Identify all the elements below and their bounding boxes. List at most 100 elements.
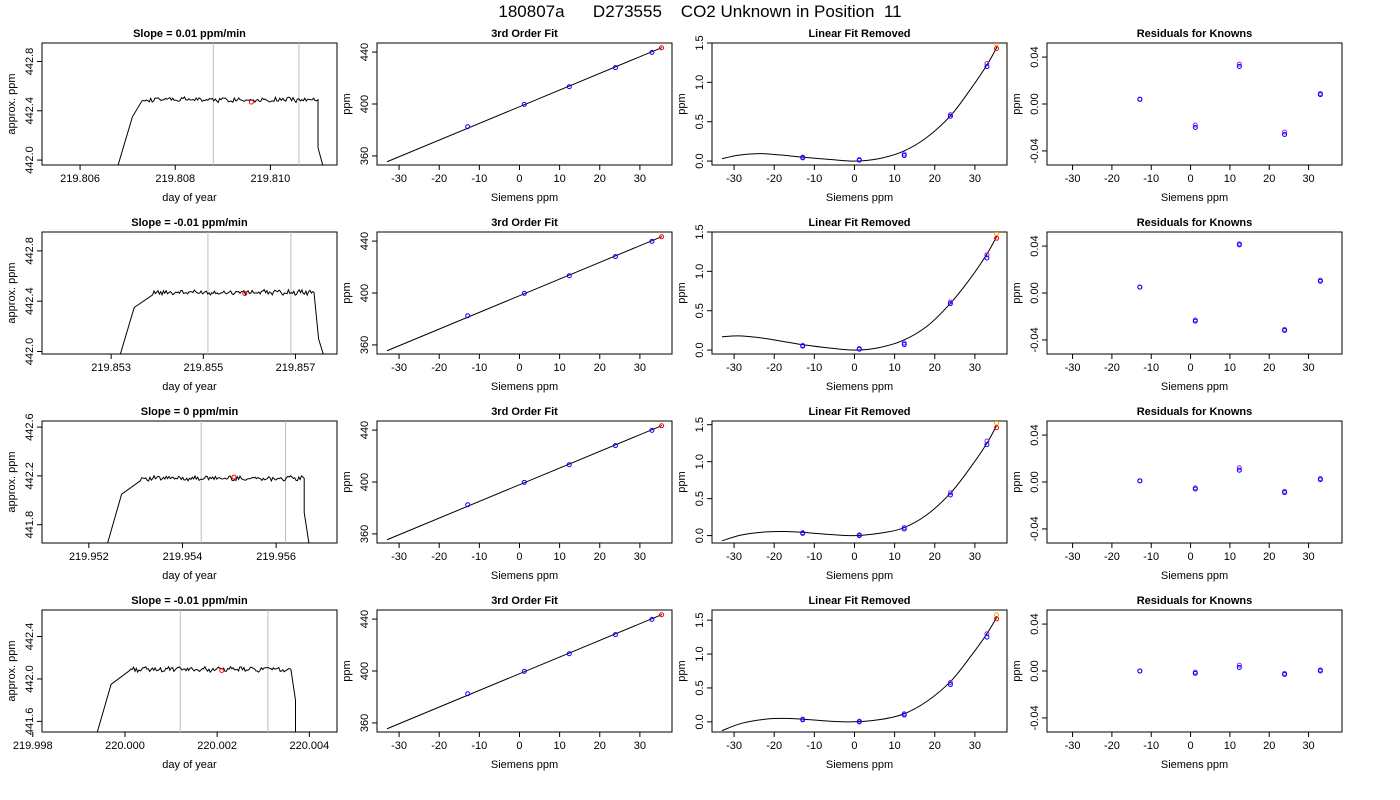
known-point <box>566 273 572 279</box>
x-tick-label: 20 <box>1263 173 1275 185</box>
known-point <box>901 151 907 157</box>
y-axis-label: ppm <box>1011 471 1023 492</box>
panel-title: 3rd Order Fit <box>491 28 558 40</box>
known-point <box>1137 668 1143 674</box>
x-tick-label: -30 <box>726 551 742 563</box>
x-axis-label: Siemens ppm <box>491 759 558 771</box>
y-tick-label: 442.8 <box>24 237 36 265</box>
panel-residuals-row-2: Residuals for Knowns -30 -20 -10 0 10 20 30 -0.0… <box>1011 217 1343 393</box>
panel-title: Linear Fit Removed <box>808 28 910 40</box>
known-point <box>984 60 990 66</box>
y-tick-label: 0.00 <box>1029 660 1041 681</box>
x-tick-label: -20 <box>431 362 447 374</box>
known-point <box>1282 132 1288 137</box>
x-tick-label: -20 <box>766 362 782 374</box>
x-tick-label: -20 <box>431 551 447 563</box>
x-tick-label: 219.998 <box>13 740 53 752</box>
known-point <box>612 632 618 638</box>
page-title: 180807a D273555 CO2 Unknown in Position … <box>498 2 902 21</box>
y-tick-label: -0.04 <box>1029 516 1041 541</box>
known-point <box>465 313 471 319</box>
plot-frame <box>711 420 1008 544</box>
known-point <box>1137 284 1143 290</box>
x-tick-label: -20 <box>1104 740 1120 752</box>
known-point <box>901 712 907 718</box>
x-axis-label: Siemens ppm <box>1161 381 1228 393</box>
unknown-point <box>994 235 1000 241</box>
x-tick-label: 30 <box>969 740 981 752</box>
x-tick-label: -30 <box>391 551 407 563</box>
known-point <box>521 101 527 107</box>
panel-title: Linear Fit Removed <box>808 406 910 418</box>
panel-timeseries-row-3: Slope = 0 ppm/min 219.952 219.954 219.956 44… <box>6 406 338 582</box>
x-tick-label: 0 <box>851 362 857 374</box>
y-axis-label: ppm <box>1011 660 1023 681</box>
known-point <box>649 616 655 622</box>
known-point <box>856 157 862 163</box>
x-axis-label: day of year <box>162 381 217 393</box>
y-tick-label: 0.0 <box>694 714 706 729</box>
x-tick-label: -30 <box>391 740 407 752</box>
y-tick-label: 0.04 <box>1029 613 1041 634</box>
x-tick-label: 30 <box>969 362 981 374</box>
x-tick-label: 0 <box>851 740 857 752</box>
plot-area <box>1137 465 1323 496</box>
y-tick-label: -0.04 <box>1029 327 1041 352</box>
known-point <box>1317 668 1323 674</box>
x-tick-label: 219.806 <box>60 173 100 185</box>
panel-title: Residuals for Knowns <box>1137 217 1253 229</box>
x-tick-label: -20 <box>1104 173 1120 185</box>
x-tick-label: 220.004 <box>289 740 329 752</box>
plot-area <box>1137 61 1323 137</box>
known-point <box>1137 478 1143 484</box>
x-tick-label: 30 <box>1302 551 1314 563</box>
y-tick-label: 400 <box>359 284 371 302</box>
x-tick-label: -10 <box>806 740 822 752</box>
plot-frame <box>41 231 338 355</box>
panel-timeseries-row-2: Slope = -0.01 ppm/min 219.853 219.855 219.8… <box>6 217 338 393</box>
plot-area <box>721 232 1000 352</box>
known-point <box>1236 467 1242 473</box>
mean-point <box>231 474 237 480</box>
x-tick-label: -10 <box>471 551 487 563</box>
x-tick-label: 0 <box>516 740 522 752</box>
plot-area <box>386 45 665 163</box>
unknown-point <box>994 612 1000 618</box>
y-tick-label: 1.0 <box>694 646 706 661</box>
y-tick-label: 442.0 <box>24 146 36 174</box>
known-point <box>947 492 953 498</box>
y-tick-label: 0.5 <box>694 680 706 695</box>
x-axis-label: day of year <box>162 570 217 582</box>
y-axis-label: ppm <box>676 93 688 114</box>
plot-area <box>1137 241 1323 334</box>
y-tick-label: 360 <box>359 336 371 354</box>
panel-timeseries-row-4: Slope = -0.01 ppm/min 219.998 220.000 220.0… <box>6 595 338 771</box>
known-point <box>612 65 618 71</box>
panel-residuals-row-1: Residuals for Knowns -30 -20 -10 0 10 20 30 -0.0… <box>1011 28 1343 204</box>
concentration-trace <box>117 95 324 165</box>
y-tick-label: 440 <box>359 43 371 61</box>
y-tick-label: 442.8 <box>24 48 36 76</box>
fit-curve <box>721 235 998 351</box>
plot-area <box>721 612 1000 732</box>
known-point <box>901 342 907 348</box>
y-axis-label: ppm <box>341 282 353 303</box>
known-point <box>1236 662 1242 668</box>
fit-line <box>386 425 663 541</box>
x-axis-label: day of year <box>162 759 217 771</box>
y-tick-label: 442.4 <box>24 623 36 651</box>
x-tick-label: -30 <box>391 362 407 374</box>
x-axis-label: Siemens ppm <box>491 570 558 582</box>
x-tick-label: -10 <box>471 173 487 185</box>
known-point <box>901 340 907 346</box>
y-tick-label: 0.00 <box>1029 471 1041 492</box>
x-tick-label: 30 <box>1302 362 1314 374</box>
known-point <box>465 691 471 697</box>
x-tick-label: -30 <box>1065 173 1081 185</box>
known-point <box>800 343 806 349</box>
known-point <box>947 680 953 686</box>
y-axis-label: approx. ppm <box>6 73 18 134</box>
y-tick-label: 0.04 <box>1029 424 1041 445</box>
x-tick-label: -20 <box>431 173 447 185</box>
